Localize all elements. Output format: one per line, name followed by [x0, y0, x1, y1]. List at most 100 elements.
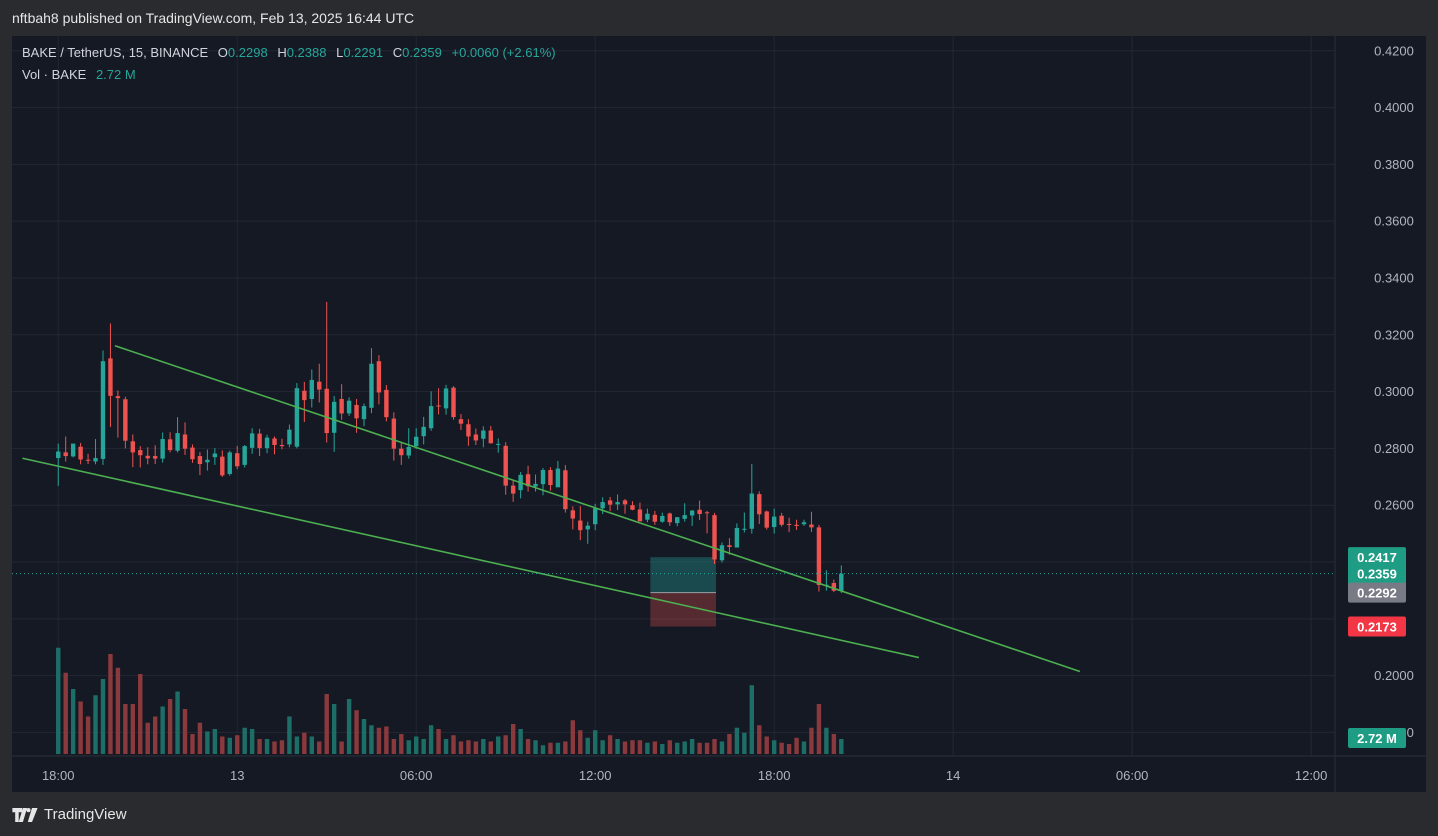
time-tick-label: 12:00	[579, 768, 612, 783]
volume-bar	[287, 716, 292, 754]
price-tick-label: 0.3800	[1374, 157, 1414, 172]
volume-bar	[742, 732, 747, 754]
candle-body	[779, 515, 784, 525]
candle-body	[682, 515, 687, 519]
candle-body	[570, 510, 576, 519]
candle-body	[786, 523, 792, 525]
candle	[801, 519, 807, 526]
volume-bar	[510, 724, 516, 754]
candle-body	[525, 474, 531, 487]
candle	[742, 512, 747, 533]
candle	[637, 502, 643, 522]
candle-body	[287, 429, 292, 445]
volume-bar	[749, 685, 755, 754]
candle-body	[391, 418, 397, 449]
candle-body	[540, 469, 546, 485]
candle	[391, 412, 397, 461]
price-tick-label: 0.3200	[1374, 327, 1414, 342]
price-marker-box	[1348, 582, 1406, 603]
candle-body	[376, 361, 382, 393]
price-tick-label: 0.3400	[1374, 270, 1414, 285]
candle-body	[93, 458, 98, 462]
volume-bar	[93, 695, 98, 754]
candle-body	[443, 388, 449, 409]
candle	[257, 428, 262, 457]
volume-bar	[190, 734, 195, 754]
volume-bar	[779, 742, 784, 754]
candle-body	[175, 433, 180, 451]
candle	[757, 491, 762, 524]
candle	[242, 444, 247, 468]
volume-bar	[555, 742, 561, 754]
volume-bar	[354, 710, 359, 754]
close-label: C	[392, 45, 403, 60]
volume-bar	[212, 729, 218, 754]
candle-body	[660, 516, 665, 522]
price-chart[interactable]: 0.4200 0.4000 0.3800 0.3600 0.3400 0.3200 0.30…	[12, 36, 1426, 792]
low-label: L	[336, 45, 344, 60]
volume-bar	[227, 737, 232, 754]
candle-body	[220, 456, 225, 476]
tradingview-logo-icon	[12, 807, 38, 822]
volume-legend: Vol · BAKE 2.72 M	[22, 67, 136, 82]
candle-body	[369, 363, 374, 408]
volume-bar	[272, 741, 277, 754]
candle	[414, 428, 419, 449]
time-tick-label: 18:00	[42, 768, 75, 783]
chart-frame[interactable]: 0.4200 0.4000 0.3800 0.3600 0.3400 0.3200 0.30…	[12, 36, 1426, 792]
volume-histogram	[56, 647, 844, 754]
candle	[220, 450, 225, 477]
candle-body	[130, 441, 136, 453]
candle-body	[689, 510, 695, 516]
candle	[406, 428, 411, 459]
candle-body	[622, 500, 628, 505]
candle	[205, 449, 210, 471]
candle-body	[809, 524, 814, 528]
candle-body	[555, 468, 561, 488]
volume-bar	[496, 736, 501, 754]
candle-body	[481, 430, 486, 439]
candle-body	[839, 573, 844, 591]
candle	[369, 348, 374, 414]
candle-body	[771, 516, 777, 528]
volume-bar	[175, 691, 180, 754]
candle-body	[197, 456, 203, 465]
candle	[764, 510, 769, 530]
candle-body	[585, 525, 590, 530]
volume-bar	[376, 727, 382, 754]
candle	[399, 442, 404, 465]
candle	[175, 417, 180, 453]
candle	[302, 381, 307, 422]
candle	[309, 369, 315, 408]
candle	[615, 494, 620, 511]
candle	[652, 510, 658, 525]
candle-body	[704, 512, 710, 514]
price-tick-label: 0.4000	[1374, 100, 1414, 115]
candle	[458, 414, 464, 430]
candle	[525, 465, 531, 492]
candle-body	[749, 493, 755, 529]
tradingview-logo[interactable]: TradingView	[12, 806, 127, 823]
candle	[212, 448, 218, 465]
candle-body	[533, 483, 538, 487]
candle	[503, 442, 508, 495]
candle	[786, 517, 792, 533]
candle-body	[272, 438, 277, 445]
candle	[361, 403, 367, 427]
candle-body	[123, 399, 128, 441]
volume-bar	[540, 745, 546, 754]
candle-body	[727, 545, 732, 547]
candle-body	[399, 448, 404, 456]
volume-bar	[317, 741, 322, 754]
volume-bar	[443, 739, 449, 754]
volume-bar	[63, 672, 68, 754]
volume-bar	[712, 739, 717, 754]
candle	[78, 443, 83, 465]
candle	[264, 434, 270, 454]
volume-bar	[242, 727, 247, 754]
volume-bar	[108, 654, 113, 754]
candle-body	[578, 520, 583, 531]
candle	[563, 465, 568, 513]
price-tick-label: 0.3000	[1374, 384, 1414, 399]
volume-bar	[324, 694, 329, 754]
